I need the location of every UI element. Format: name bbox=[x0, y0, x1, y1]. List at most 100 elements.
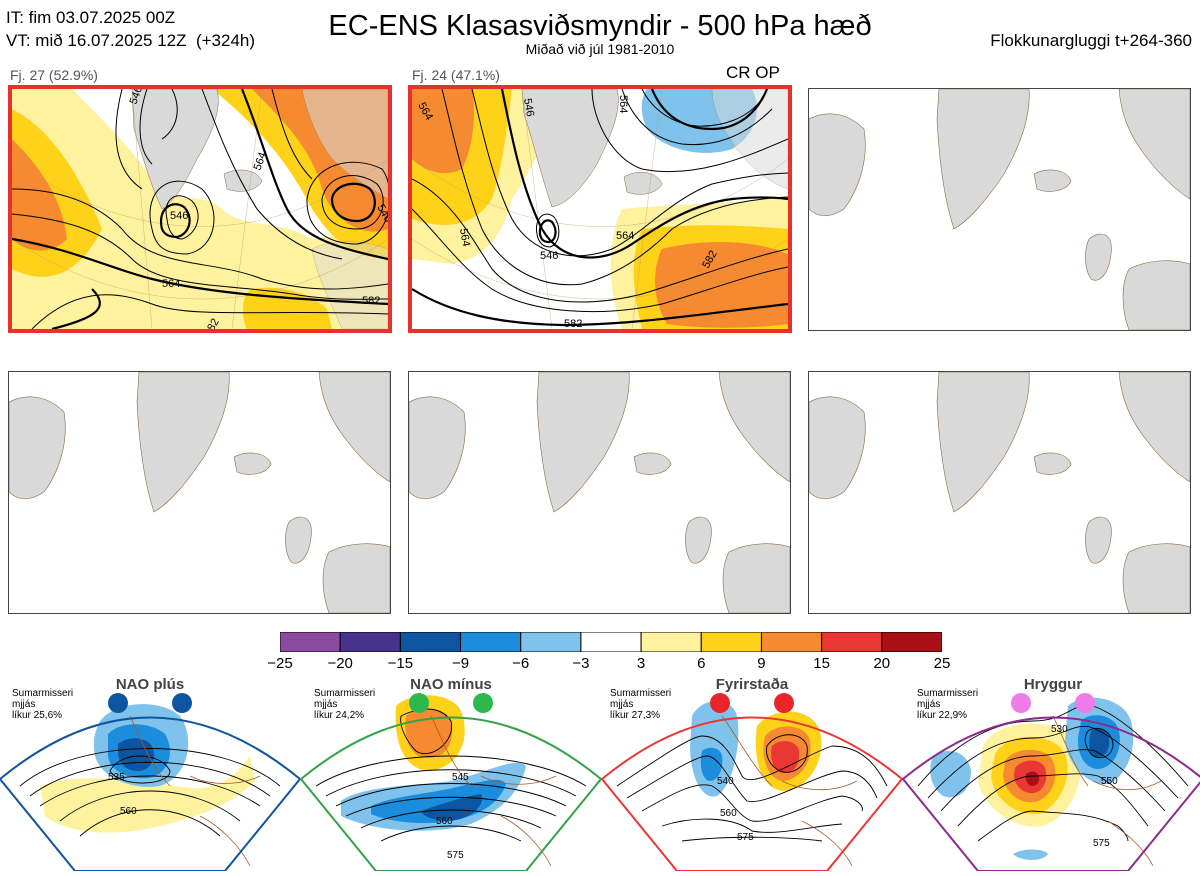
regime-blocking: 540 560 575 bbox=[600, 701, 904, 872]
colorbar-tick: −3 bbox=[572, 655, 590, 672]
regime-label: 575 bbox=[737, 832, 754, 843]
regime-ridge: 530 550 575 bbox=[901, 697, 1200, 872]
contour-label: 564 bbox=[616, 230, 634, 242]
regime-label: 545 bbox=[452, 772, 469, 783]
contour-label: 564 bbox=[162, 278, 180, 290]
regime-3-name: Fyrirstaða bbox=[715, 676, 789, 693]
regime-1-name: NAO plús bbox=[115, 676, 185, 693]
stat-season: Sumarmisseri bbox=[314, 688, 376, 699]
colorbar-segment bbox=[640, 631, 702, 653]
land-iceland bbox=[223, 169, 263, 192]
page-title: EC-ENS Klasasviðsmyndir - 500 hPa hæð bbox=[328, 10, 872, 42]
regime-4-stats: Sumarmisseri mjjás líkur 22,9% bbox=[917, 688, 978, 721]
clustering-window: Flokkunargluggi t+264-360 bbox=[990, 31, 1192, 50]
regime-label: 550 bbox=[1101, 776, 1118, 787]
regime-label: 530 bbox=[1051, 724, 1068, 735]
cluster-map-1[interactable]: 546 546 564 564 546 582 582 bbox=[8, 85, 392, 333]
land-iceland bbox=[1033, 169, 1072, 192]
stat-months: mjjás bbox=[314, 699, 338, 710]
colorbar-segment bbox=[700, 631, 762, 653]
stat-probability: líkur 27,3% bbox=[610, 710, 661, 721]
cluster-map-3[interactable] bbox=[808, 88, 1191, 331]
cluster-2-op-flag: CR OP bbox=[726, 63, 780, 82]
colorbar-tick: 15 bbox=[813, 655, 830, 672]
stat-season: Sumarmisseri bbox=[917, 688, 979, 699]
cluster-2-label: Fj. 24 (47.1%) bbox=[412, 67, 500, 83]
contour-label: 564 bbox=[617, 95, 629, 113]
colorbar-segment bbox=[399, 631, 462, 653]
contour-label: 582 bbox=[362, 295, 380, 307]
anom-fill bbox=[12, 89, 388, 329]
cluster-1-label: Fj. 27 (52.9%) bbox=[10, 67, 98, 83]
colorbar-segment bbox=[760, 631, 823, 653]
colorbar-segment bbox=[339, 631, 401, 653]
anom-fill bbox=[412, 89, 474, 174]
land-greenland bbox=[936, 89, 1030, 230]
anom-fill bbox=[242, 287, 332, 329]
stat-months: mjjás bbox=[12, 699, 36, 710]
colorbar-segment bbox=[821, 631, 883, 653]
colorbar-segment bbox=[881, 631, 943, 653]
regime-row: 535 560 bbox=[0, 676, 1200, 872]
regime-label: 560 bbox=[720, 808, 737, 819]
contour-label: 546 bbox=[521, 97, 536, 117]
colorbar-segment bbox=[279, 631, 341, 653]
contour-label: 546 bbox=[540, 250, 558, 262]
contour-label: 564 bbox=[252, 151, 270, 172]
regime-2-name: NAO mínus bbox=[410, 676, 492, 693]
stat-probability: líkur 24,2% bbox=[314, 710, 365, 721]
regime-3-stats: Sumarmisseri mjjás líkur 27,3% bbox=[610, 688, 671, 721]
colorbar-tick: −20 bbox=[327, 655, 353, 672]
land-europe bbox=[1122, 260, 1190, 330]
colorbar-segment bbox=[460, 631, 522, 653]
cluster-map-4[interactable] bbox=[8, 371, 391, 614]
land-scandinavia bbox=[1118, 89, 1190, 200]
stat-probability: líkur 22,9% bbox=[917, 710, 968, 721]
land-greenland bbox=[131, 89, 219, 210]
cluster-map-2[interactable]: 564 546 564 564 546 564 582 582 bbox=[408, 85, 792, 333]
colorbar-tick: −9 bbox=[451, 655, 470, 672]
cluster-map-6[interactable] bbox=[808, 371, 1191, 614]
colorbar-ticks: −25 −20 −15 −9 −6 −3 3 6 9 15 20 25 bbox=[267, 655, 950, 675]
land-iceland bbox=[623, 172, 663, 195]
regime-label: 535 bbox=[108, 772, 125, 783]
initial-time: IT: fim 03.07.2025 00Z bbox=[6, 8, 176, 27]
regime-label: 560 bbox=[436, 816, 453, 827]
regime-label: 560 bbox=[120, 806, 137, 817]
stat-probability: líkur 25,6% bbox=[12, 710, 63, 721]
valid-time: VT: mið 16.07.2025 12Z (+324h) bbox=[6, 31, 256, 50]
regime-label: 540 bbox=[717, 776, 734, 787]
colorbar-tick: 20 bbox=[873, 655, 891, 672]
contour-label: 564 bbox=[457, 227, 472, 247]
regime-label: 575 bbox=[1093, 838, 1110, 849]
colorbar-tick: −6 bbox=[512, 655, 530, 672]
land-labrador bbox=[809, 113, 866, 217]
header-run-info: IT: fim 03.07.2025 00Z VT: mið 16.07.202… bbox=[6, 6, 255, 52]
regime-2-stats: Sumarmisseri mjjás líkur 24,2% bbox=[314, 688, 375, 721]
regime-label: 575 bbox=[447, 850, 464, 861]
land-greenland bbox=[521, 89, 619, 208]
colorbar-tick: −15 bbox=[387, 655, 414, 672]
page-subtitle: Miðað við júl 1981-2010 bbox=[525, 41, 675, 57]
regime-1-stats: Sumarmisseri mjjás líkur 25,6% bbox=[12, 688, 73, 721]
land-britain bbox=[1085, 233, 1112, 281]
colorbar-tick: 6 bbox=[697, 655, 706, 672]
colorbar bbox=[279, 631, 943, 653]
colorbar-tick: −25 bbox=[267, 655, 293, 672]
land-scandinavia bbox=[711, 89, 788, 190]
anom-fill bbox=[12, 139, 67, 251]
regime-4-name: Hryggur bbox=[1023, 676, 1083, 693]
regime-nao-minus: 545 560 575 bbox=[299, 695, 603, 872]
colorbar-segment bbox=[520, 631, 582, 653]
contour-label: 582 bbox=[564, 318, 582, 329]
colorbar-tick: 3 bbox=[636, 655, 646, 672]
contour-label: 546 bbox=[170, 210, 188, 222]
stat-months: mjjás bbox=[917, 699, 941, 710]
colorbar-tick: 9 bbox=[757, 655, 766, 672]
stat-season: Sumarmisseri bbox=[12, 688, 74, 699]
colorbar-segment bbox=[580, 631, 642, 653]
cluster-map-5[interactable] bbox=[408, 371, 791, 614]
regime-nao-plus: 535 560 bbox=[0, 704, 302, 872]
stat-season: Sumarmisseri bbox=[610, 688, 672, 699]
stat-months: mjjás bbox=[610, 699, 634, 710]
